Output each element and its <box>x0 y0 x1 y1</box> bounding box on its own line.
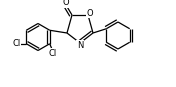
Text: Cl: Cl <box>12 39 21 48</box>
Text: O: O <box>87 9 93 17</box>
Text: Cl: Cl <box>49 49 57 58</box>
Text: N: N <box>77 41 83 50</box>
Text: O: O <box>63 0 69 7</box>
